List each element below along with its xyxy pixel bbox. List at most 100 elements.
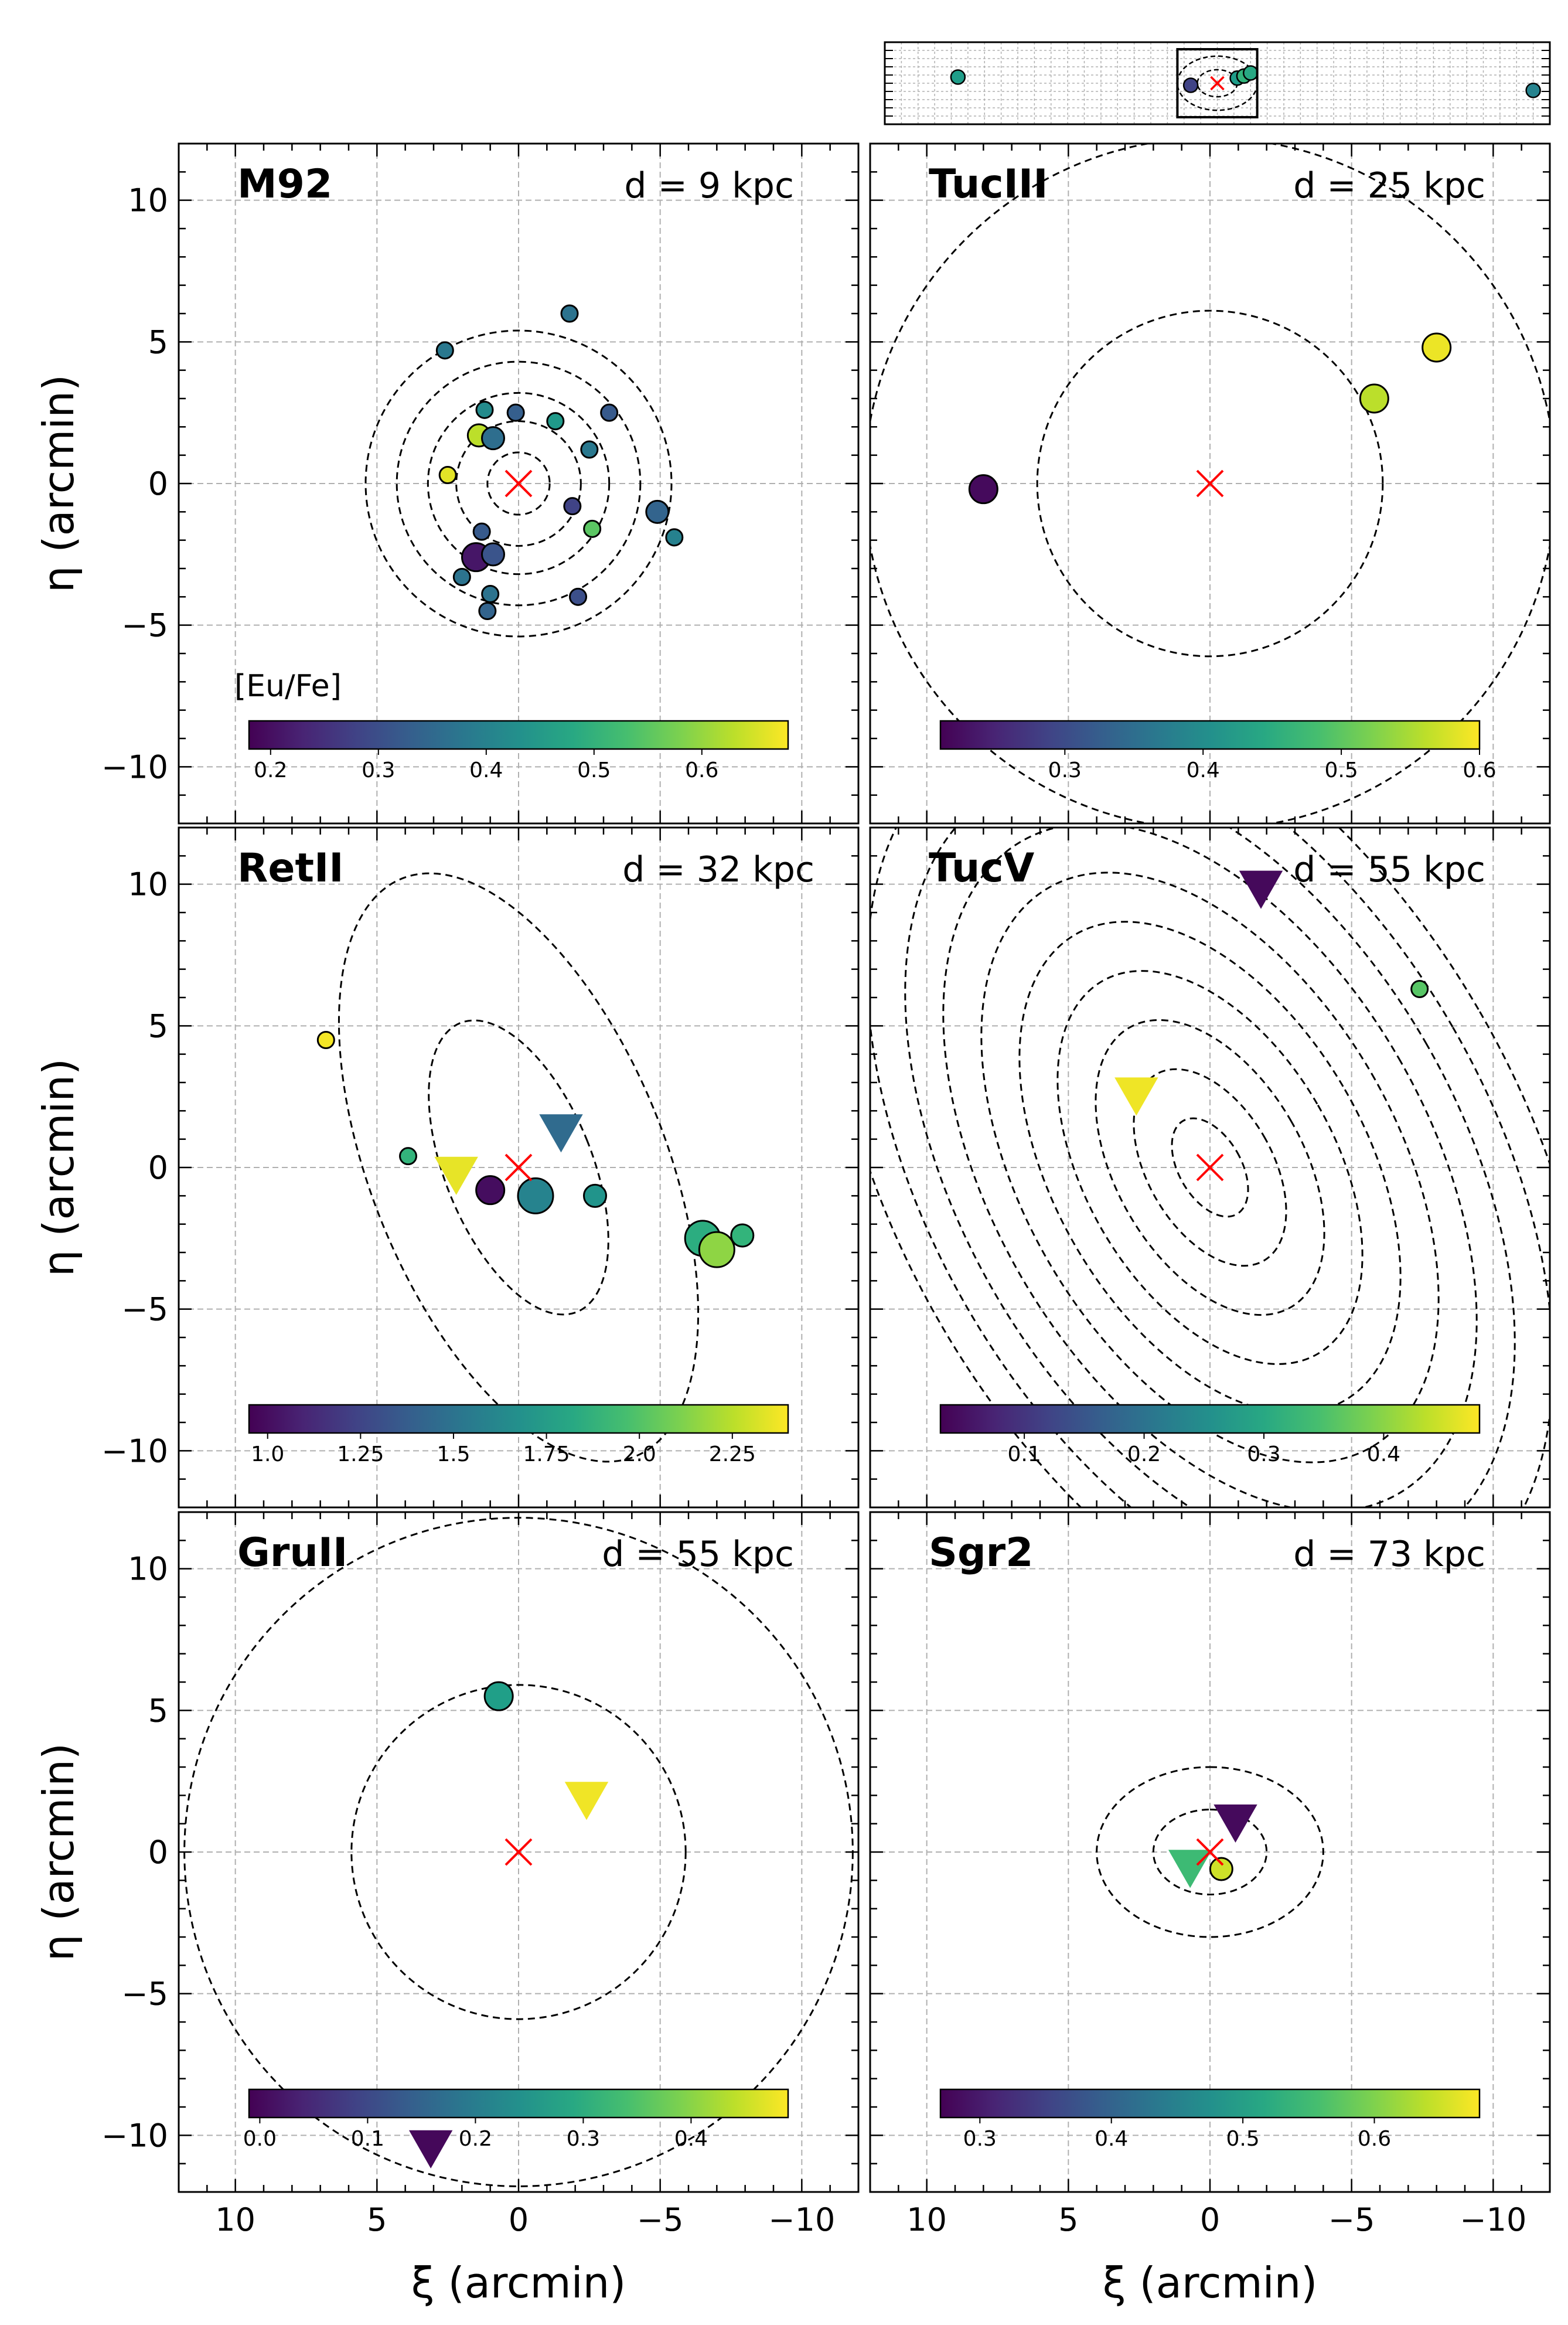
colorbar-tick-label: 0.3 — [567, 2127, 600, 2151]
center-cross-icon — [1196, 1838, 1224, 1866]
colorbar-tick-label: 0.2 — [459, 2127, 492, 2151]
ticks — [869, 1511, 1551, 2193]
x-axis-label-left: ξ (arcmin) — [411, 2258, 626, 2307]
center-cross-stroke — [505, 469, 533, 498]
center-cross-icon — [505, 469, 533, 498]
y-tick-label: 0 — [148, 1149, 168, 1186]
colorbar-tick-label: 0.4 — [1095, 2127, 1128, 2151]
ticks — [178, 1511, 860, 2193]
upper-limit-triangle — [408, 2130, 453, 2169]
panel-title: RetII — [237, 845, 344, 891]
contour-ellipse — [1152, 1809, 1268, 1895]
contour-ellipse — [428, 1019, 609, 1316]
contour-ellipse — [1095, 1019, 1325, 1316]
distance-label: d = 73 kpc — [1293, 1534, 1485, 1575]
panel-gruii: −10 −5 0 5 10 10 5 0 −5 −10 GruII d = 55 kpc 0.0 0.1 0… — [101, 1511, 860, 2238]
y-tick-label: 10 — [128, 1551, 168, 1588]
colorbar-tick-label: 0.5 — [577, 758, 611, 782]
y-tick-label: −5 — [121, 1976, 168, 2013]
data-points — [1114, 870, 1429, 1116]
overview-panel — [884, 41, 1551, 125]
data-points — [435, 304, 684, 620]
colorbar-tick-label: 0.4 — [1187, 758, 1220, 782]
star-point — [481, 585, 500, 603]
star-point — [399, 1147, 417, 1166]
panel-m92: −10 −5 0 5 10 M92 d = 9 kpc 0.2 0.3 0.4 0.5 0.6 [Eu/… — [101, 142, 860, 825]
contour-ellipse — [942, 828, 1478, 1507]
y-tick-label: 5 — [148, 324, 168, 360]
star-point — [1209, 1857, 1233, 1881]
distance-label: d = 32 kpc — [622, 849, 814, 890]
colorbar-tick-label: 0.4 — [674, 2127, 708, 2151]
colorbar — [248, 720, 789, 750]
colorbar-tick-label: 2.0 — [623, 1442, 656, 1466]
y-tick-label: −10 — [101, 2117, 168, 2154]
y-tick-label: 5 — [148, 1692, 168, 1729]
colorbar-tick-label: 0.1 — [1007, 1442, 1041, 1466]
panel-sgr2: 10 5 0 −5 −10 Sgr2 d = 73 kpc 0.3 0.4 0.5 0.6 — [869, 1511, 1551, 2238]
ticks — [869, 142, 1551, 825]
center-cross-icon — [1196, 469, 1224, 498]
contour-ellipse — [486, 451, 551, 516]
x-tick-label: −5 — [1328, 2201, 1375, 2238]
center-cross-stroke — [1196, 1838, 1224, 1866]
panel-title: Sgr2 — [929, 1530, 1034, 1576]
contour-ellipse — [1096, 1766, 1324, 1938]
contour-ellipse — [870, 828, 1550, 1507]
colorbar-tick-label: 0.4 — [1367, 1442, 1400, 1466]
panel-retii: −10 −5 0 5 10 RetII d = 32 kpc 1.0 1.25 1.5 1.75 2.… — [101, 826, 860, 1509]
star-point — [506, 403, 525, 422]
colorbar-tick-label: 0.1 — [351, 2127, 384, 2151]
star-point — [560, 304, 579, 323]
contour-ellipse — [1171, 1117, 1249, 1218]
colorbar-tick-label: 0.5 — [1226, 2127, 1259, 2151]
distance-label: d = 55 kpc — [1293, 849, 1485, 890]
star-point — [483, 1681, 514, 1711]
center-cross-stroke — [1196, 1153, 1224, 1182]
star-point — [478, 602, 497, 620]
grid-lines — [179, 828, 858, 1507]
colorbar-tick-label: 1.75 — [523, 1442, 570, 1466]
y-tick-label: 0 — [148, 465, 168, 502]
center-cross-stroke — [1196, 469, 1224, 498]
star-point — [580, 440, 599, 459]
colorbar — [248, 2088, 789, 2119]
colorbar-tick-label: 0.3 — [1247, 1442, 1280, 1466]
colorbar-tick-label: 0.3 — [362, 758, 395, 782]
contour-ellipse — [396, 360, 642, 607]
star-point — [665, 528, 684, 547]
upper-limit-triangle — [1214, 1804, 1257, 1843]
y-tick-label: −5 — [121, 1291, 168, 1328]
upper-limit-triangle — [1239, 870, 1283, 909]
distance-label: d = 55 kpc — [602, 1534, 794, 1575]
star-point — [1243, 65, 1259, 81]
upper-limit-triangle — [434, 1156, 478, 1195]
overview-grid — [885, 42, 1550, 124]
panel-tuciii: TucIII d = 25 kpc 0.3 0.4 0.5 0.6 — [869, 142, 1551, 825]
ticks — [178, 826, 860, 1509]
star-point — [1410, 980, 1429, 998]
grid-lines — [179, 144, 858, 823]
star-point — [472, 522, 491, 541]
star-point — [1525, 83, 1541, 98]
data-points — [408, 1681, 609, 2169]
colorbar — [939, 2088, 1481, 2119]
star-point — [481, 426, 505, 451]
star-point — [730, 1223, 755, 1248]
panel-title: TucV — [929, 845, 1035, 891]
panel-title: M92 — [237, 161, 332, 207]
contours — [364, 329, 673, 638]
colorbar-tick-label: 0.3 — [1048, 758, 1082, 782]
data-points — [968, 332, 1452, 505]
star-point — [1182, 77, 1199, 93]
center-cross-stroke — [505, 1153, 533, 1182]
center-cross-icon — [1196, 1153, 1224, 1182]
star-point — [569, 587, 587, 606]
colorbar-tick-label: 0.2 — [1127, 1442, 1161, 1466]
contour-ellipse — [350, 1684, 687, 2020]
zoom-box — [1176, 48, 1259, 118]
center-cross-icon — [505, 1153, 533, 1182]
star-point — [600, 403, 619, 422]
y-tick-label: 10 — [128, 182, 168, 219]
panel-tucv: TucV d = 55 kpc 0.1 0.2 0.3 0.4 — [869, 826, 1551, 1509]
